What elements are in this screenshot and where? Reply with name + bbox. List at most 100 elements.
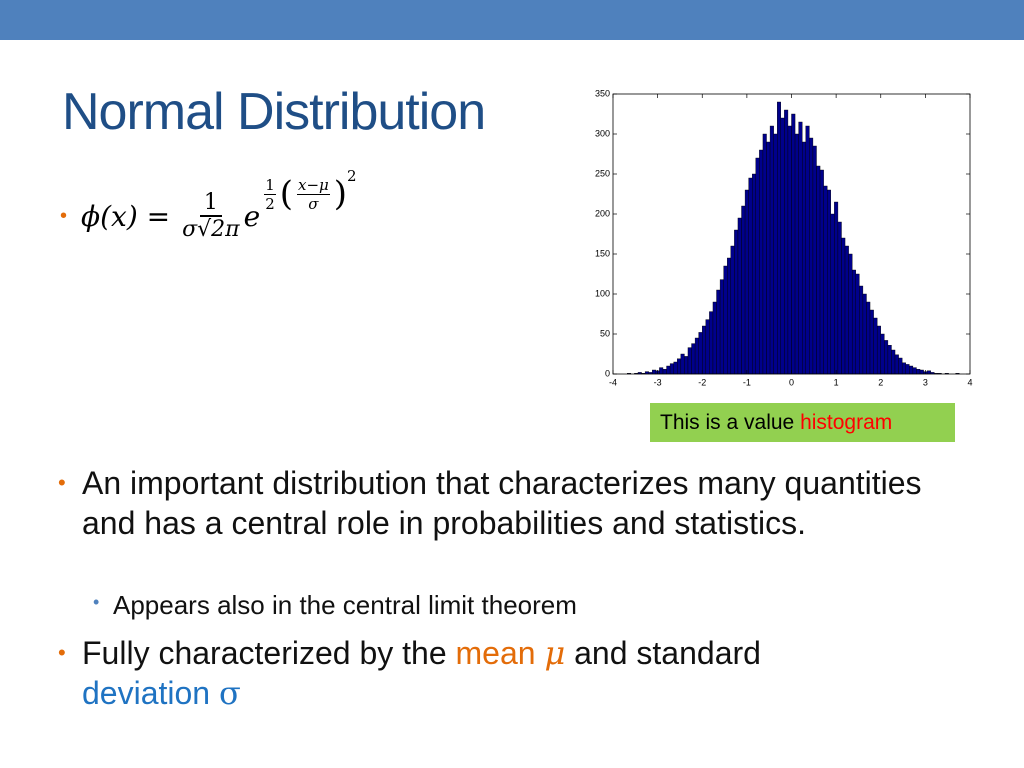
bar — [691, 343, 696, 375]
fraction: 1 σ√2π — [182, 190, 240, 242]
bar — [884, 340, 889, 375]
bar — [834, 201, 839, 375]
bar — [791, 113, 796, 375]
bar — [887, 345, 892, 375]
bar — [848, 253, 853, 375]
caption-highlight: histogram — [800, 411, 893, 434]
bar — [926, 370, 931, 375]
bar — [909, 365, 914, 375]
bar — [752, 173, 756, 375]
symbol: μ — [544, 634, 566, 672]
bullet-dot: • — [58, 640, 66, 665]
bullet-dot: • — [93, 592, 100, 612]
bar — [737, 217, 742, 375]
x-tick-label: 1 — [834, 377, 839, 387]
y-tick-label: 150 — [595, 248, 610, 258]
bar — [802, 141, 806, 375]
bar — [673, 361, 678, 375]
y-tick-label: 350 — [595, 88, 610, 98]
inner-den: σ — [308, 194, 319, 213]
bar — [873, 317, 878, 375]
bar — [784, 109, 789, 375]
bar — [894, 354, 899, 375]
denominator: σ√2π — [182, 217, 240, 242]
bar — [905, 364, 910, 375]
formula: • ϕ(x) = 1 σ√2π e 1 2 ( x−μ σ ) 2 — [60, 167, 357, 242]
bar — [709, 311, 714, 375]
bar — [880, 333, 885, 375]
power: 2 — [347, 167, 357, 185]
bar — [912, 367, 917, 375]
paren: ) — [333, 174, 348, 214]
bar — [837, 221, 842, 375]
inner-num: x−μ — [297, 175, 330, 195]
bar — [666, 365, 671, 375]
bar — [662, 369, 667, 375]
bar — [727, 257, 732, 375]
bar — [669, 363, 674, 375]
exponent: 1 2 ( x−μ σ ) 2 — [260, 167, 357, 214]
bar — [734, 229, 739, 375]
bar — [787, 125, 792, 375]
bullet-dot: • — [58, 470, 66, 495]
bar — [716, 289, 721, 375]
caption: This is a value histogram — [650, 403, 955, 442]
bar — [719, 279, 724, 375]
bar — [916, 369, 921, 375]
bar — [898, 357, 903, 375]
bar — [705, 319, 710, 375]
y-tick-label: 250 — [595, 168, 610, 178]
bar — [851, 269, 856, 375]
bar — [855, 273, 860, 375]
bar — [859, 285, 864, 375]
x-tick-label: 3 — [923, 377, 928, 387]
bar — [652, 369, 657, 375]
bar — [741, 205, 746, 375]
bar — [891, 349, 896, 375]
bar — [805, 125, 810, 375]
bar — [702, 325, 707, 375]
y-tick-label: 0 — [605, 368, 610, 378]
bar — [730, 245, 735, 375]
paren: ( — [279, 174, 293, 214]
bar — [819, 169, 824, 375]
base: e — [243, 199, 261, 233]
bar — [841, 237, 846, 375]
bar — [777, 101, 781, 375]
exp-den: 2 — [265, 194, 275, 213]
bar — [769, 125, 774, 375]
bar — [809, 137, 814, 375]
formula-lhs: ϕ(x) = — [81, 199, 171, 233]
bar — [823, 185, 828, 375]
x-tick-label: 0 — [789, 377, 794, 387]
bullet-text: An important distribution that character… — [82, 465, 922, 541]
x-tick-label: -3 — [654, 377, 662, 387]
bar — [762, 133, 767, 375]
bar — [816, 165, 821, 375]
bar — [844, 245, 849, 375]
bar — [901, 362, 906, 375]
y-tick-label: 300 — [595, 128, 610, 138]
bar — [866, 301, 871, 375]
bar — [677, 358, 682, 375]
bar — [744, 189, 749, 375]
x-tick-label: -4 — [609, 377, 617, 387]
bar — [876, 325, 881, 375]
histogram-chart: -4 -3 -2 -1 0 1 2 3 4 0 50 100 150 200 250 300 350 — [595, 88, 973, 387]
numerator: 1 — [199, 190, 222, 217]
x-tick-label: 4 — [967, 377, 972, 387]
bullet-dot: • — [60, 204, 68, 227]
x-tick-label: -2 — [698, 377, 706, 387]
highlight: mean — [455, 635, 545, 671]
bar — [687, 347, 692, 375]
bar — [680, 353, 685, 375]
y-tick-label: 50 — [600, 328, 610, 338]
bar — [694, 337, 699, 375]
bar — [766, 141, 771, 375]
symbol: σ — [218, 674, 241, 712]
slide-title: Normal Distribution — [62, 83, 486, 141]
bar — [773, 133, 778, 375]
x-tick-label: -1 — [743, 377, 751, 387]
bar — [659, 367, 664, 375]
